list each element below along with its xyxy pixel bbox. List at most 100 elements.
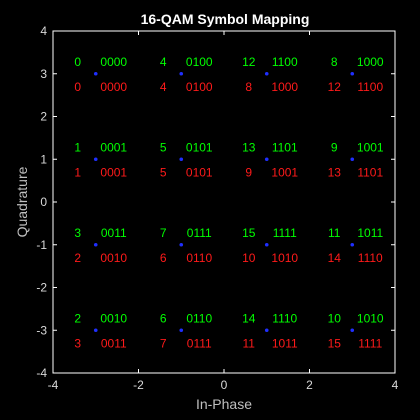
y-tick-label: -1: [36, 238, 47, 252]
constellation-point: 12 1100 8 1000: [242, 55, 298, 94]
constellation-point: 6 0110 7 0111: [160, 311, 213, 350]
binary-symbol-number: 2: [74, 251, 81, 265]
binary-symbol-bits: 1000: [271, 80, 298, 94]
binary-symbol-bits: 0000: [100, 80, 127, 94]
gray-symbol-number: 7: [160, 226, 167, 240]
gray-symbol-number: 3: [74, 226, 81, 240]
symbol-marker: [264, 242, 269, 247]
gray-symbol-bits: 0010: [100, 311, 127, 325]
constellation-point: 1 0001 1 0001: [74, 140, 127, 179]
binary-symbol-bits: 0011: [101, 336, 127, 350]
gray-symbol-number: 5: [160, 140, 167, 154]
binary-symbol-number: 1: [74, 165, 81, 179]
y-tick-label: 2: [40, 110, 47, 124]
binary-symbol-number: 10: [242, 251, 256, 265]
binary-symbol-number: 15: [328, 336, 342, 350]
binary-symbol-number: 4: [160, 80, 167, 94]
gray-symbol-number: 14: [242, 311, 256, 325]
y-tick-label: 0: [40, 195, 47, 209]
constellation-point: 5 0101 5 0101: [160, 140, 213, 179]
symbol-marker: [350, 157, 355, 162]
x-tick-label: -4: [48, 378, 59, 392]
gray-symbol-bits: 1110: [272, 311, 297, 325]
gray-symbol-number: 9: [331, 140, 338, 154]
binary-symbol-number: 5: [160, 165, 167, 179]
gray-symbol-bits: 0001: [100, 140, 127, 154]
gray-symbol-bits: 1100: [272, 55, 298, 69]
symbol-marker: [350, 71, 355, 76]
gray-symbol-bits: 1010: [357, 311, 384, 325]
gray-symbol-bits: 0111: [187, 226, 212, 240]
constellation-point: 8 1000 12 1100: [328, 55, 384, 94]
y-tick-label: 1: [40, 152, 47, 166]
gray-symbol-number: 8: [331, 55, 338, 69]
gray-symbol-number: 1: [74, 140, 81, 154]
constellation-point: 13 1101 9 1001: [242, 140, 298, 179]
axis-ticks: [52, 30, 396, 374]
gray-symbol-bits: 1011: [357, 226, 383, 240]
symbol-marker: [93, 157, 98, 162]
gray-symbol-number: 6: [160, 311, 167, 325]
gray-symbol-bits: 1111: [273, 226, 297, 240]
gray-symbol-bits: 0110: [186, 311, 212, 325]
gray-symbol-number: 15: [242, 226, 256, 240]
constellation-point: 14 1110 11 1011: [242, 311, 298, 350]
binary-symbol-bits: 1001: [271, 165, 298, 179]
binary-symbol-number: 13: [328, 165, 342, 179]
gray-symbol-number: 11: [328, 226, 341, 240]
symbol-marker: [264, 71, 269, 76]
symbol-marker: [350, 328, 355, 333]
binary-symbol-number: 3: [74, 336, 81, 350]
constellation-point: 9 1001 13 1101: [328, 140, 384, 179]
symbol-marker: [350, 242, 355, 247]
binary-symbol-number: 8: [245, 80, 252, 94]
gray-symbol-bits: 0100: [186, 55, 213, 69]
symbol-marker: [179, 71, 184, 76]
symbol-marker: [179, 242, 184, 247]
y-tick-label: -3: [36, 323, 47, 337]
x-tick-label: 2: [306, 378, 313, 392]
binary-symbol-number: 12: [328, 80, 342, 94]
symbol-marker: [93, 328, 98, 333]
symbol-marker: [93, 242, 98, 247]
binary-symbol-bits: 0001: [100, 165, 127, 179]
gray-symbol-bits: 1001: [357, 140, 384, 154]
constellation-point: 11 1011 14 1110: [328, 226, 384, 265]
x-axis-label: In-Phase: [196, 396, 252, 412]
binary-symbol-number: 6: [160, 251, 167, 265]
gray-symbol-number: 4: [160, 55, 167, 69]
gray-symbol-number: 10: [328, 311, 342, 325]
constellation-point: 4 0100 4 0100: [160, 55, 213, 94]
symbol-marker: [264, 328, 269, 333]
binary-symbol-bits: 0101: [186, 165, 213, 179]
binary-symbol-bits: 0010: [100, 251, 127, 265]
binary-symbol-bits: 1010: [271, 251, 298, 265]
symbol-marker: [93, 71, 98, 76]
binary-symbol-bits: 1110: [358, 251, 383, 265]
gray-symbol-number: 12: [242, 55, 256, 69]
constellation-point: 2 0010 3 0011: [74, 311, 127, 350]
gray-symbol-bits: 1000: [357, 55, 384, 69]
x-tick-label: 0: [221, 378, 228, 392]
y-tick-label: -4: [36, 366, 47, 380]
symbol-marker: [264, 157, 269, 162]
y-axis-label: Quadrature: [14, 166, 30, 237]
y-tick-label: 4: [40, 24, 47, 38]
constellation-point: 7 0111 6 0110: [160, 226, 213, 265]
binary-symbol-bits: 1111: [358, 336, 382, 350]
gray-symbol-bits: 1101: [272, 140, 298, 154]
y-tick-label: -2: [36, 281, 47, 295]
binary-symbol-number: 11: [243, 336, 256, 350]
binary-symbol-bits: 1101: [357, 165, 383, 179]
x-tick-labels: -4 -2 0 2 4: [48, 378, 399, 392]
x-tick-label: -2: [133, 378, 144, 392]
gray-symbol-number: 13: [242, 140, 256, 154]
gray-symbol-number: 2: [74, 311, 81, 325]
x-tick-label: 4: [392, 378, 399, 392]
y-tick-label: 3: [40, 67, 47, 81]
binary-symbol-bits: 1100: [357, 80, 383, 94]
